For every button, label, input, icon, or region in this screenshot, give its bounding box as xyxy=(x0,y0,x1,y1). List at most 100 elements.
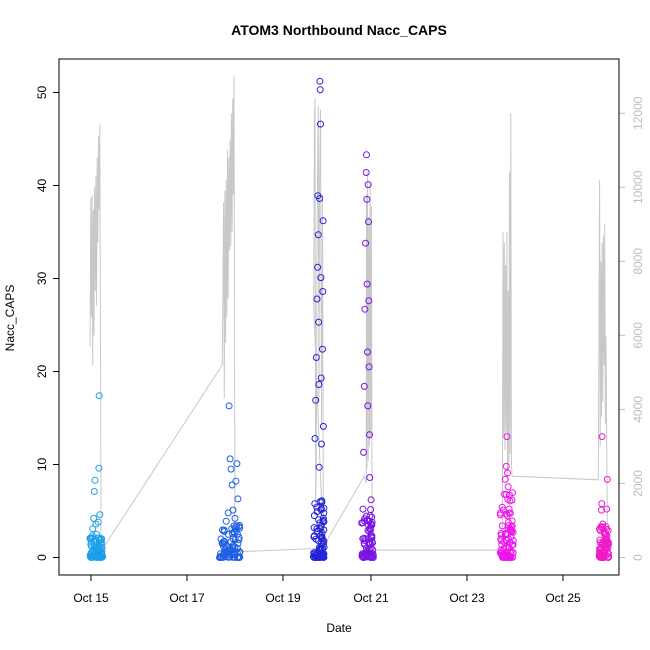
scatter-point xyxy=(599,542,607,550)
scatter-point xyxy=(603,505,611,513)
scatter-point xyxy=(366,540,374,547)
scatter-point xyxy=(233,460,241,468)
scatter-point xyxy=(320,509,328,517)
scatter-point xyxy=(496,549,504,557)
scatter-point xyxy=(318,497,326,505)
scatter-point xyxy=(91,476,99,484)
x-tick-label: Oct 23 xyxy=(449,591,485,605)
scatter-point xyxy=(505,509,513,517)
scatter-point xyxy=(361,550,369,558)
scatter-point xyxy=(95,464,103,472)
scatter-point xyxy=(509,537,517,545)
scatter-point xyxy=(368,538,376,546)
scatter-point xyxy=(310,512,318,520)
scatter-point xyxy=(220,543,228,551)
x-tick-label: Oct 21 xyxy=(353,591,389,605)
scatter-point xyxy=(362,169,370,176)
scatter-point xyxy=(604,541,612,548)
scatter-point xyxy=(361,305,369,313)
scatter-point xyxy=(317,274,325,282)
scatter-point xyxy=(315,463,323,471)
scatter-point xyxy=(320,504,328,512)
scatter-point xyxy=(497,537,505,545)
y2-tick-label: 8000 xyxy=(631,248,645,275)
scatter-point xyxy=(89,525,97,533)
scatter-point xyxy=(226,455,234,463)
scatter-point xyxy=(222,517,230,525)
scatter-point xyxy=(601,529,609,537)
scatter-point xyxy=(358,550,366,558)
scatter-point xyxy=(366,431,373,439)
scatter-point xyxy=(315,516,323,524)
scatter-point xyxy=(95,392,103,400)
scatter-point xyxy=(97,539,104,547)
scatter-point xyxy=(235,536,243,544)
scatter-point xyxy=(360,382,368,390)
scatter-point xyxy=(596,551,604,559)
scatter-point xyxy=(500,490,508,498)
y-tick-label: 10 xyxy=(35,458,49,472)
y2-tick-label: 2000 xyxy=(631,470,645,497)
scatter-point xyxy=(314,231,322,239)
scatter-point xyxy=(362,239,370,247)
scatter-point xyxy=(229,506,237,514)
scatter-point xyxy=(220,528,228,535)
scatter-point xyxy=(218,540,226,547)
scatter-point xyxy=(88,534,96,542)
scatter-point xyxy=(318,533,326,541)
scatter-point xyxy=(314,263,322,271)
scatter-point xyxy=(365,297,373,305)
scatter-point xyxy=(310,524,318,532)
scatter-point xyxy=(229,542,237,550)
plot-frame xyxy=(58,58,620,576)
scatter-point xyxy=(363,151,370,159)
scatter-point xyxy=(227,465,235,473)
x-axis-title: Date xyxy=(326,621,352,635)
scatter-point xyxy=(230,522,238,530)
scatter-point xyxy=(365,218,372,226)
scatter-point xyxy=(228,481,236,489)
scatter-point xyxy=(359,505,367,513)
scatter-point xyxy=(369,550,377,558)
x-tick-label: Oct 15 xyxy=(73,591,109,605)
scatter-point xyxy=(231,514,239,522)
scatter-point xyxy=(366,512,374,520)
y2-tick-label: 4000 xyxy=(631,396,645,423)
scatter-point xyxy=(600,528,608,535)
scatter-point xyxy=(320,543,328,551)
scatter-point xyxy=(315,553,323,561)
scatter-point xyxy=(601,536,609,544)
scatter-point xyxy=(367,552,375,560)
y-axis-title: Nacc_CAPS xyxy=(3,285,17,352)
scatter-point xyxy=(502,462,510,470)
scatter-point xyxy=(230,529,238,537)
scatter-point xyxy=(224,551,232,559)
secondary-series-line xyxy=(89,76,608,553)
scatter-point xyxy=(360,448,368,456)
scatter-point xyxy=(94,518,102,526)
scatter-point xyxy=(605,553,613,561)
scatter-point xyxy=(505,505,513,513)
scatter-point xyxy=(598,500,606,508)
scatter-point xyxy=(231,536,239,543)
scatter-point xyxy=(368,513,376,521)
scatter-point xyxy=(498,541,506,549)
scatter-point xyxy=(508,496,516,504)
scatter-point xyxy=(504,495,512,503)
scatter-point xyxy=(316,86,324,94)
scatter-point xyxy=(598,433,606,441)
scatter-point xyxy=(366,474,374,481)
scatter-point xyxy=(367,531,375,539)
scatter-point xyxy=(365,527,373,535)
scatter-point xyxy=(316,195,324,202)
scatter-point xyxy=(312,354,320,361)
scatter-point xyxy=(317,120,324,128)
scatter-point xyxy=(507,554,515,561)
scatter-point xyxy=(318,440,325,448)
x-tick-label: Oct 17 xyxy=(169,591,205,605)
y-tick-label: 40 xyxy=(35,179,49,193)
scatter-point xyxy=(369,546,377,554)
scatter-point xyxy=(236,548,244,556)
scatter-point xyxy=(507,533,515,541)
scatter-point xyxy=(498,522,506,530)
